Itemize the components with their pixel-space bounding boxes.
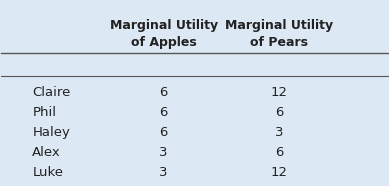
Text: Claire: Claire xyxy=(32,86,71,99)
Text: 12: 12 xyxy=(271,166,288,179)
Text: 12: 12 xyxy=(271,86,288,99)
Text: 6: 6 xyxy=(159,126,168,139)
Text: Alex: Alex xyxy=(32,146,61,159)
Text: 6: 6 xyxy=(159,106,168,119)
Text: Haley: Haley xyxy=(32,126,70,139)
Text: Marginal Utility
of Apples: Marginal Utility of Apples xyxy=(110,19,218,49)
Text: 3: 3 xyxy=(159,166,168,179)
Text: 3: 3 xyxy=(275,126,284,139)
Text: Marginal Utility
of Pears: Marginal Utility of Pears xyxy=(225,19,333,49)
Text: 6: 6 xyxy=(275,106,284,119)
Text: 3: 3 xyxy=(159,146,168,159)
Text: 6: 6 xyxy=(275,146,284,159)
Text: Luke: Luke xyxy=(32,166,63,179)
Text: Phil: Phil xyxy=(32,106,56,119)
Text: 6: 6 xyxy=(159,86,168,99)
